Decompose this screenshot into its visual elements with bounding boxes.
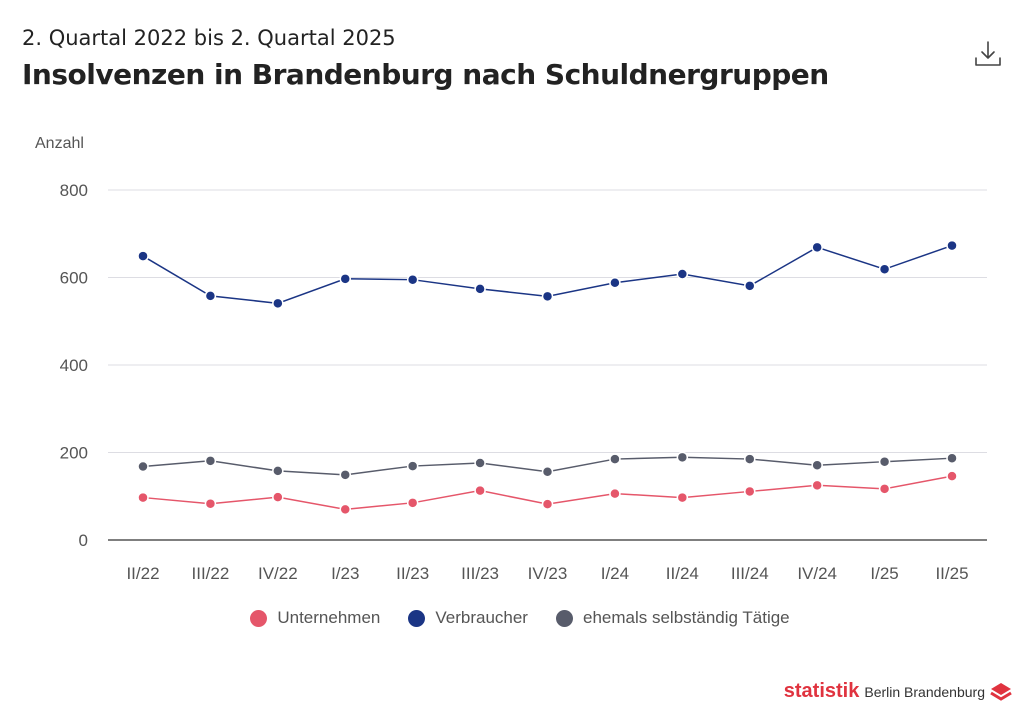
y-tick-label: 400 [60,356,88,375]
data-point-ehemals-selbst-ndig-t-tige [406,460,419,472]
data-point-ehemals-selbst-ndig-t-tige [137,460,149,473]
x-tick-label: II/25 [935,564,968,583]
data-point-verbraucher [339,273,351,285]
data-point-unternehmen [811,479,823,492]
data-point-verbraucher [609,277,621,289]
x-tick-label: II/24 [666,564,699,583]
x-tick-label: III/24 [731,564,769,583]
data-point-verbraucher [474,283,486,295]
data-point-unternehmen [204,497,217,510]
download-icon [975,41,1001,66]
data-point-unternehmen [406,497,419,509]
data-point-unternehmen [744,485,756,498]
legend-label: Verbraucher [435,608,528,627]
x-tick-label: II/22 [126,564,159,583]
data-point-verbraucher [406,273,419,286]
data-point-verbraucher [137,250,149,262]
data-point-unternehmen [946,470,958,482]
legend: Unternehmen Verbraucher ehemals selbständi… [0,608,1024,628]
data-point-unternehmen [339,503,351,516]
data-point-verbraucher [811,241,823,254]
data-point-ehemals-selbst-ndig-t-tige [541,466,554,478]
data-point-ehemals-selbst-ndig-t-tige [878,455,891,468]
data-point-unternehmen [137,491,149,504]
data-point-verbraucher [204,290,217,302]
data-point-verbraucher [946,239,958,252]
y-tick-label: 600 [60,269,88,288]
x-tick-label: IV/23 [528,564,568,583]
data-point-unternehmen [474,484,486,497]
legend-label: Unternehmen [277,608,381,627]
data-point-ehemals-selbst-ndig-t-tige [339,469,351,481]
data-point-ehemals-selbst-ndig-t-tige [474,457,486,469]
x-tick-label: III/23 [461,564,499,583]
data-point-ehemals-selbst-ndig-t-tige [676,451,689,464]
logo-layers-icon [990,682,1012,701]
logo-text: Berlin Brandenburg [864,683,985,700]
legend-marker [250,609,268,627]
download-button[interactable] [972,38,1004,70]
legend-item-unternehmen[interactable]: Unternehmen [250,608,380,628]
data-point-ehemals-selbst-ndig-t-tige [204,455,217,467]
y-axis-label: Anzahl [35,135,84,152]
legend-item-verbraucher[interactable]: Verbraucher [408,608,528,628]
y-tick-label: 800 [60,181,88,200]
data-point-unternehmen [878,483,891,495]
x-tick-label: III/22 [192,564,230,583]
data-point-verbraucher [272,297,284,310]
x-tick-label: IV/24 [797,564,837,583]
data-point-ehemals-selbst-ndig-t-tige [744,453,756,465]
legend-marker [408,609,426,627]
data-point-verbraucher [878,263,891,275]
x-tick-label: IV/22 [258,564,298,583]
data-point-verbraucher [541,290,554,303]
x-tick-label: I/24 [601,564,629,583]
y-tick-label: 0 [79,531,88,550]
x-tick-label: I/23 [331,564,359,583]
data-point-verbraucher [676,268,689,280]
data-point-unternehmen [272,491,284,503]
legend-marker [555,609,573,627]
data-point-unternehmen [541,498,554,510]
data-point-ehemals-selbst-ndig-t-tige [609,453,621,465]
data-point-unternehmen [676,491,689,504]
chart-title: Insolvenzen in Brandenburg nach Schuldne… [22,58,829,91]
legend-label: ehemals selbständig Tätige [582,608,790,627]
x-tick-label: II/23 [396,564,429,583]
x-tick-label: I/25 [870,564,898,583]
chart-subtitle: 2. Quartal 2022 bis 2. Quartal 2025 [22,26,396,50]
logo: statistik Berlin Brandenburg [784,680,1012,703]
data-point-ehemals-selbst-ndig-t-tige [272,465,284,477]
data-point-ehemals-selbst-ndig-t-tige [811,459,823,471]
legend-item-ehemals-selbst-ndig-t-tige[interactable]: ehemals selbständig Tätige [555,608,790,628]
data-point-ehemals-selbst-ndig-t-tige [946,452,958,464]
y-tick-label: 200 [60,444,88,463]
data-point-unternehmen [609,487,621,500]
data-point-verbraucher [744,280,756,292]
logo-brand: statistik [783,680,860,702]
